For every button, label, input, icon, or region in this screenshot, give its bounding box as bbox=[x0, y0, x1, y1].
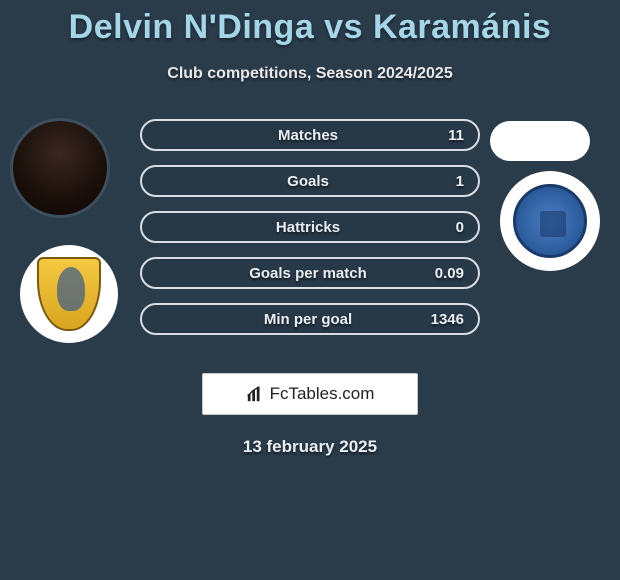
stat-row-goals-per-match: Goals per match 0.09 bbox=[140, 257, 480, 289]
brand-text: FcTables.com bbox=[270, 384, 375, 404]
stat-label: Hattricks bbox=[200, 219, 416, 236]
stat-right-value: 0 bbox=[416, 219, 464, 236]
infographic-container: Delvin N'Dinga vs Karamánis Club competi… bbox=[0, 0, 620, 457]
main-comparison-area: Matches 11 Goals 1 Hattricks 0 Goals per… bbox=[0, 113, 620, 363]
stat-right-value: 0.09 bbox=[416, 265, 464, 282]
club-badge-left bbox=[20, 245, 118, 343]
stat-label: Goals bbox=[200, 173, 416, 190]
player-left-photo bbox=[10, 118, 110, 218]
bar-chart-icon bbox=[246, 385, 264, 403]
circle-emblem-icon bbox=[513, 184, 587, 258]
stat-label: Goals per match bbox=[200, 265, 416, 282]
stat-label: Matches bbox=[200, 127, 416, 144]
page-subtitle: Club competitions, Season 2024/2025 bbox=[0, 65, 620, 83]
shield-icon bbox=[37, 257, 101, 331]
stat-row-min-per-goal: Min per goal 1346 bbox=[140, 303, 480, 335]
page-title: Delvin N'Dinga vs Karamánis bbox=[0, 8, 620, 47]
stat-row-goals: Goals 1 bbox=[140, 165, 480, 197]
club-badge-right bbox=[500, 171, 600, 271]
stat-right-value: 11 bbox=[416, 127, 464, 144]
date-text: 13 february 2025 bbox=[0, 437, 620, 457]
stat-row-matches: Matches 11 bbox=[140, 119, 480, 151]
brand-link[interactable]: FcTables.com bbox=[202, 373, 418, 415]
stat-right-value: 1 bbox=[416, 173, 464, 190]
stat-row-hattricks: Hattricks 0 bbox=[140, 211, 480, 243]
stat-label: Min per goal bbox=[200, 311, 416, 328]
player-right-photo-blank bbox=[490, 121, 590, 161]
stats-list: Matches 11 Goals 1 Hattricks 0 Goals per… bbox=[140, 119, 480, 349]
stat-right-value: 1346 bbox=[416, 311, 464, 328]
